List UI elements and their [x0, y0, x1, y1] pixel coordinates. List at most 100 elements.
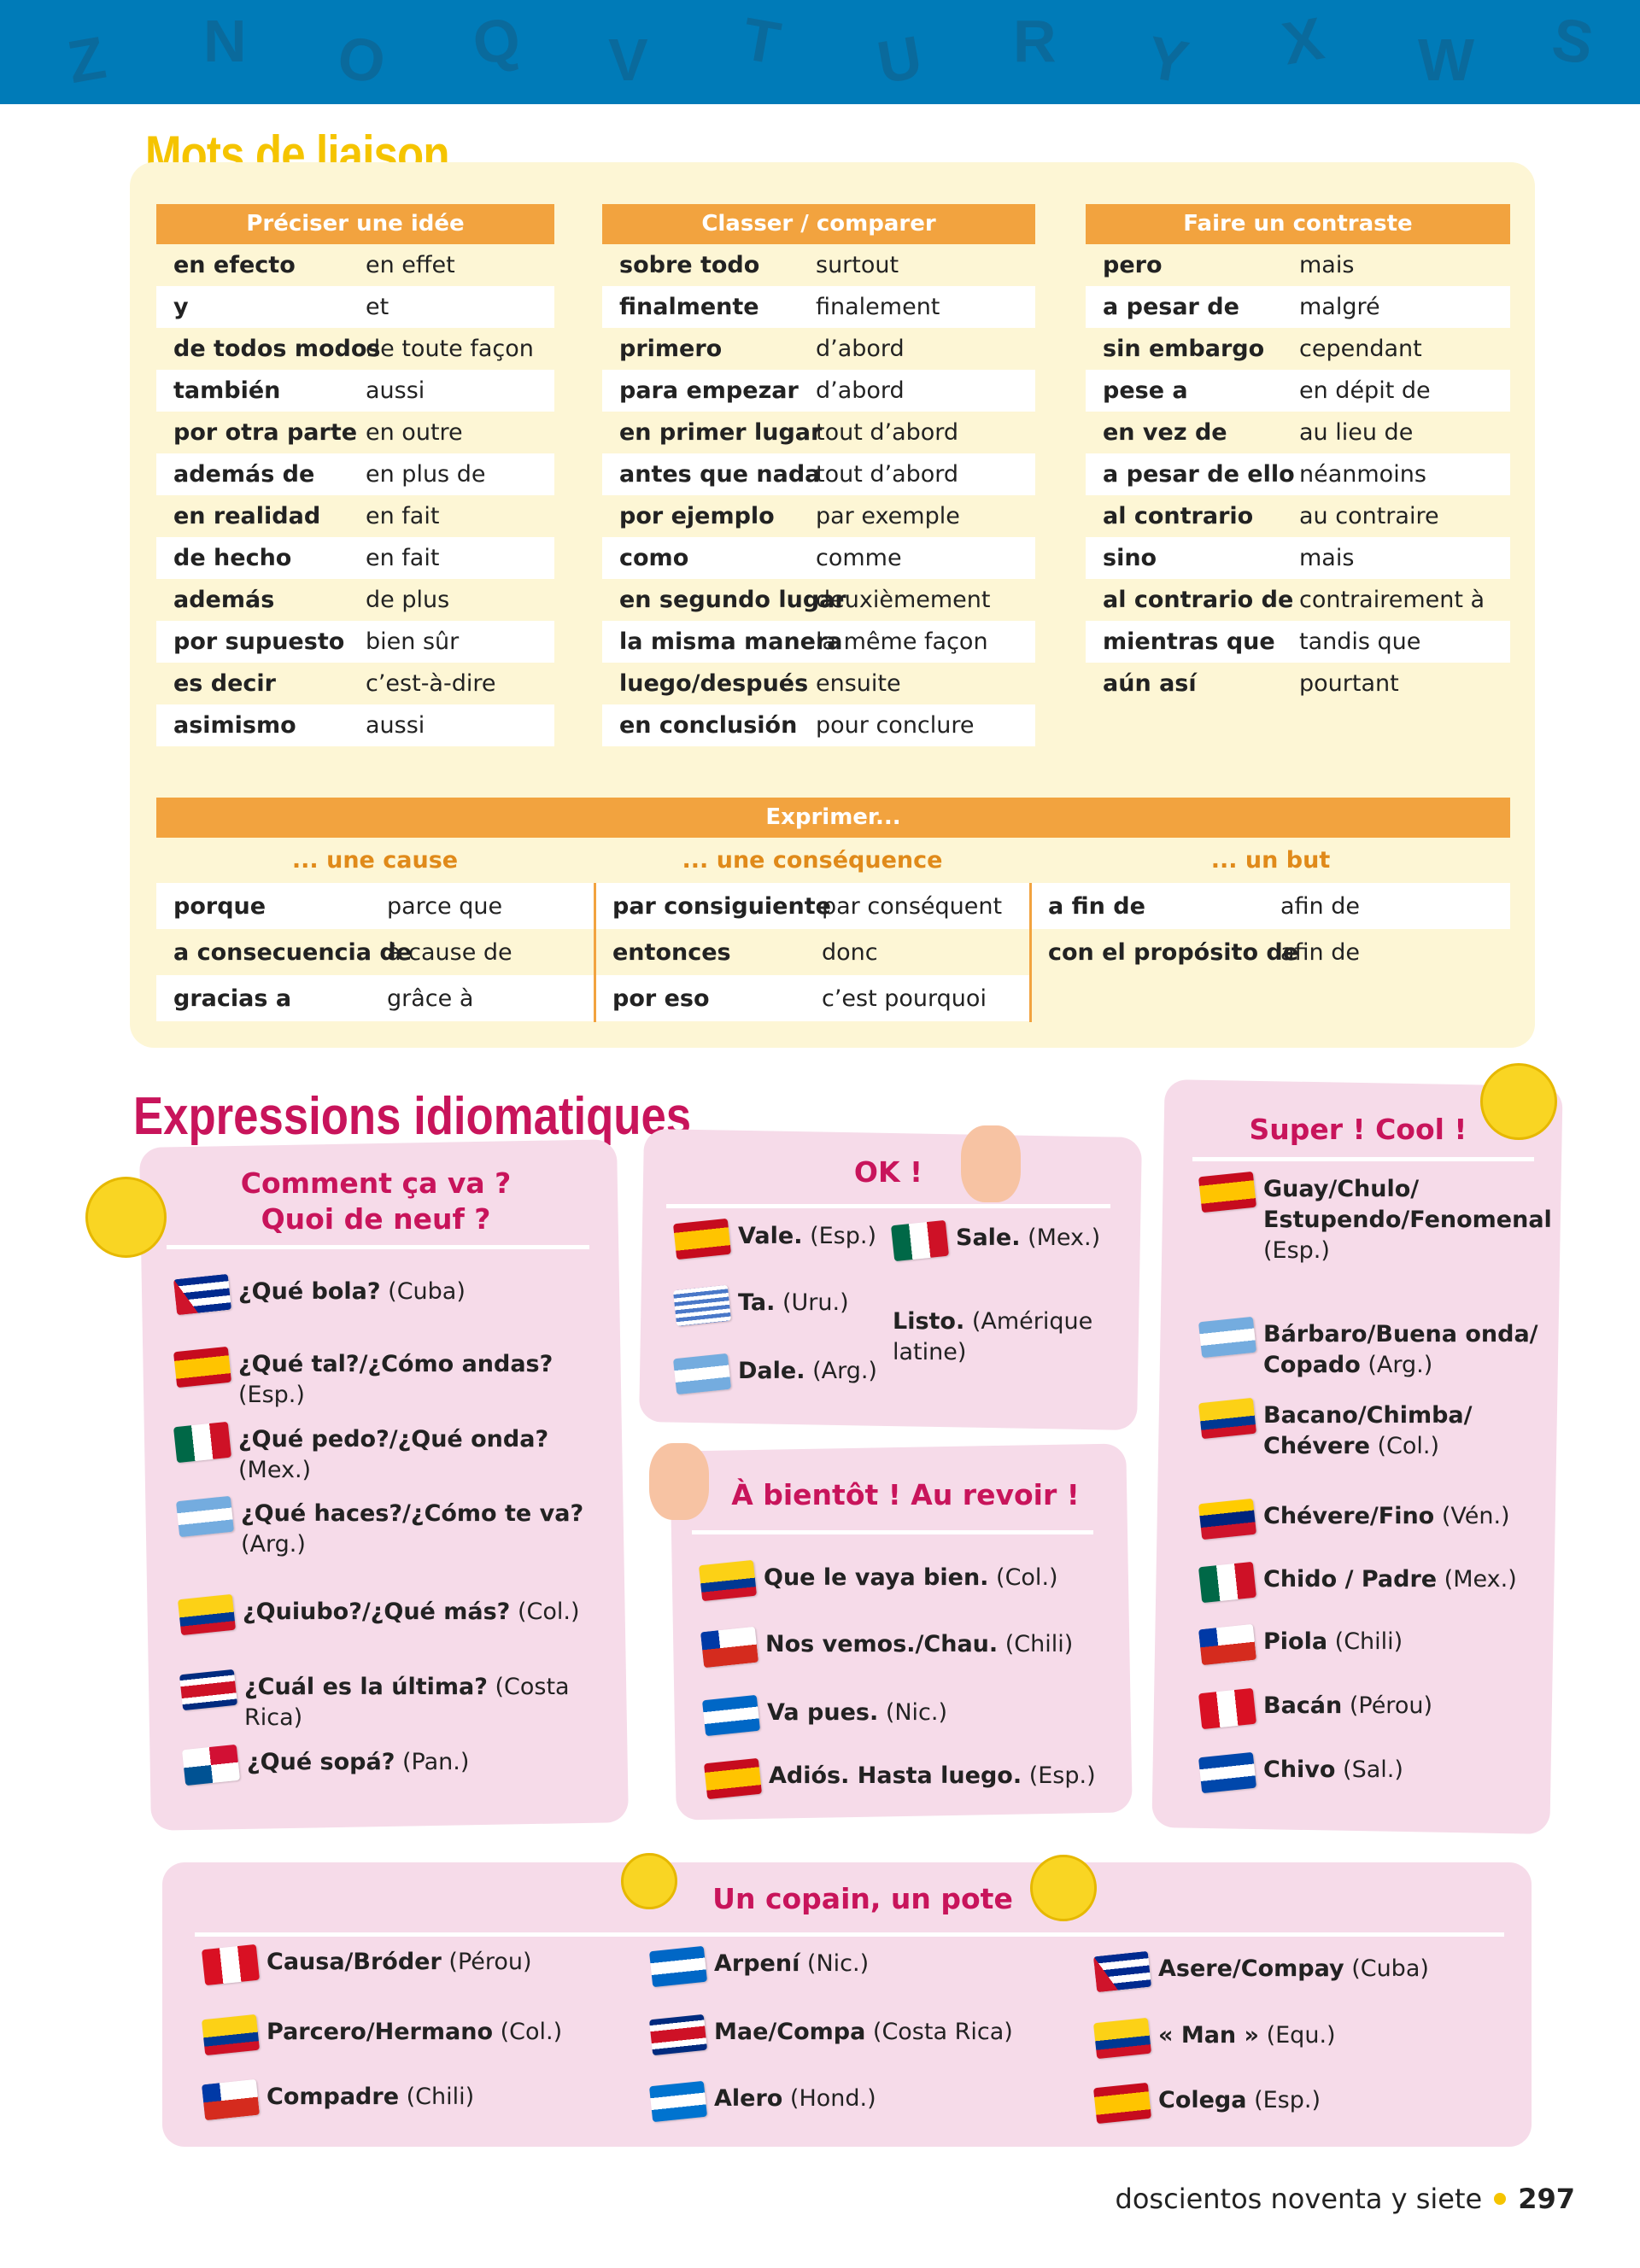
table-row: sin embargo cependant	[1086, 328, 1510, 370]
french-translation: mais	[1299, 545, 1355, 571]
country-label: (Nic.)	[885, 1699, 948, 1726]
french-translation: en outre	[366, 419, 463, 446]
expression-text: Chévere/Fino (Vén.)	[1263, 1501, 1510, 1532]
country-label: (Col.)	[517, 1599, 580, 1625]
expression-text: ¿Qué pedo?/¿Qué onda? (Mex.)	[238, 1424, 619, 1486]
expression-item: ¿Cuál es la última? (Costa Rica)	[179, 1669, 625, 1733]
spanish-term: para empezar	[619, 377, 799, 404]
table-row: a consecuencia de à cause de	[156, 929, 594, 975]
country-label: (Nic.)	[806, 1950, 870, 1977]
flag-icon-cl	[201, 2078, 261, 2121]
expression: Bacano/Chimba/ Chévere	[1263, 1402, 1473, 1459]
french-translation: aussi	[366, 712, 425, 739]
expression: Va pues.	[767, 1699, 879, 1726]
expression: ¿Qué bola?	[238, 1278, 381, 1305]
expression: ¿Qué haces?/¿Cómo te va?	[241, 1500, 584, 1527]
expression-text: Guay/Chulo/ Estupendo/Fenomenal (Esp.)	[1263, 1174, 1552, 1266]
french-translation: pour conclure	[816, 712, 975, 739]
french-translation: surtout	[816, 252, 899, 278]
spanish-term: luego/después	[619, 670, 809, 697]
table-row: al contrario au contraire	[1086, 495, 1510, 537]
expression: Sale.	[956, 1225, 1021, 1251]
copain-box	[162, 1862, 1532, 2147]
expression-item: Ta. (Uru.)	[672, 1284, 897, 1327]
expression-text: Arpení (Nic.)	[714, 1949, 869, 1979]
flag-icon-co	[1198, 1397, 1257, 1440]
flag-icon-es	[1198, 1171, 1257, 1213]
french-translation: deuxièmement	[816, 587, 991, 613]
expression: Compadre	[266, 2084, 399, 2110]
spanish-term: por eso	[612, 985, 710, 1012]
expression: ¿Qué pedo?/¿Qué onda?	[238, 1426, 549, 1453]
table-row: también aussi	[156, 370, 554, 412]
flag-icon-mx	[173, 1421, 232, 1464]
table-row: al contrario de contrairement à	[1086, 579, 1510, 621]
flag-icon-ar	[672, 1353, 732, 1395]
expression: Bacán	[1263, 1692, 1343, 1719]
table-row: asimismo aussi	[156, 704, 554, 746]
flag-icon-mx	[890, 1219, 950, 1262]
flag-icon-ec	[1092, 2017, 1152, 2060]
flag-icon-co	[201, 2014, 261, 2056]
exprimer-subheading: ... une conséquence	[682, 847, 943, 874]
banner-letter: W	[1418, 26, 1475, 93]
spanish-term: al contrario de	[1103, 587, 1294, 613]
spanish-term: por otra parte	[173, 419, 358, 446]
spanish-term: porque	[173, 892, 266, 920]
table-row: primero d’abord	[602, 328, 1035, 370]
flag-icon-pe	[201, 1944, 261, 1986]
flag-icon-cr	[179, 1669, 238, 1711]
expression-item: Causa/Bróder (Pérou)	[201, 1944, 579, 1986]
spanish-term: aún así	[1103, 670, 1197, 697]
expression-item: Bacano/Chimba/ Chévere (Col.)	[1198, 1397, 1542, 1462]
spanish-term: de todos modos	[173, 336, 381, 362]
table-row: y et	[156, 286, 554, 328]
country-label: (Equ.)	[1266, 2022, 1336, 2049]
spanish-term: a consecuencia de	[173, 938, 413, 966]
spanish-term: por supuesto	[173, 628, 345, 655]
expression-text: Piola (Chili)	[1263, 1627, 1403, 1657]
ok-hand-icon	[961, 1125, 1021, 1202]
table-row: por ejemplo par exemple	[602, 495, 1035, 537]
flag-icon-cl	[1198, 1623, 1257, 1666]
country-label: (Arg.)	[241, 1531, 306, 1558]
expression: ¿Quiubo?/¿Qué más?	[243, 1599, 511, 1625]
expression-text: ¿Quiubo?/¿Qué más? (Col.)	[243, 1597, 579, 1628]
french-translation: mais	[1299, 252, 1355, 278]
country-label: (Mex.)	[1444, 1566, 1517, 1593]
country-label: (Costa Rica)	[872, 2019, 1013, 2045]
expression-item: Chido / Padre (Mex.)	[1198, 1561, 1542, 1604]
table-row: es decir c’est-à-dire	[156, 663, 554, 704]
expression-item: Chévere/Fino (Vén.)	[1198, 1498, 1542, 1540]
french-translation: grâce à	[387, 985, 474, 1012]
expression-item: Sale. (Mex.)	[890, 1219, 1115, 1262]
expression-text: Listo. (Amérique latine)	[893, 1306, 1115, 1368]
ca-va-title: Comment ça va ? Quoi de neuf ?	[240, 1166, 512, 1236]
flag-icon-cu	[173, 1273, 232, 1316]
mots-table: Faire un contraste pero mais a pesar de malg…	[1086, 204, 1510, 704]
table-row: mientras que tandis que	[1086, 621, 1510, 663]
country-label: (Chili)	[1004, 1631, 1074, 1657]
spanish-term: antes que nada	[619, 461, 821, 488]
banner-letter: R	[1013, 8, 1057, 74]
expression-text: Bárbaro/Buena onda/ Copado (Arg.)	[1263, 1319, 1542, 1381]
country-label: (Esp.)	[1263, 1237, 1330, 1264]
french-translation: en effet	[366, 252, 455, 278]
spanish-term: sino	[1103, 545, 1157, 571]
spanish-term: finalmente	[619, 294, 759, 320]
table-row: a pesar de malgré	[1086, 286, 1510, 328]
french-translation: par conséquent	[822, 892, 1003, 920]
flag-icon-uy	[672, 1284, 732, 1327]
expression: Arpení	[714, 1950, 800, 1977]
french-translation: tout d’abord	[816, 461, 959, 488]
sunglasses-emoji-icon	[1480, 1063, 1557, 1140]
expression-item: Listo. (Amérique latine)	[893, 1306, 1115, 1368]
french-translation: au contraire	[1299, 503, 1439, 529]
french-translation: donc	[822, 938, 878, 966]
banner-letter: V	[608, 26, 648, 93]
table-row: a pesar de ello néanmoins	[1086, 453, 1510, 495]
spanish-term: es decir	[173, 670, 276, 697]
expression-text: Va pues. (Nic.)	[767, 1698, 947, 1728]
expression-text: ¿Qué tal?/¿Cómo andas? (Esp.)	[238, 1349, 619, 1411]
banner-letter: U	[872, 23, 927, 96]
